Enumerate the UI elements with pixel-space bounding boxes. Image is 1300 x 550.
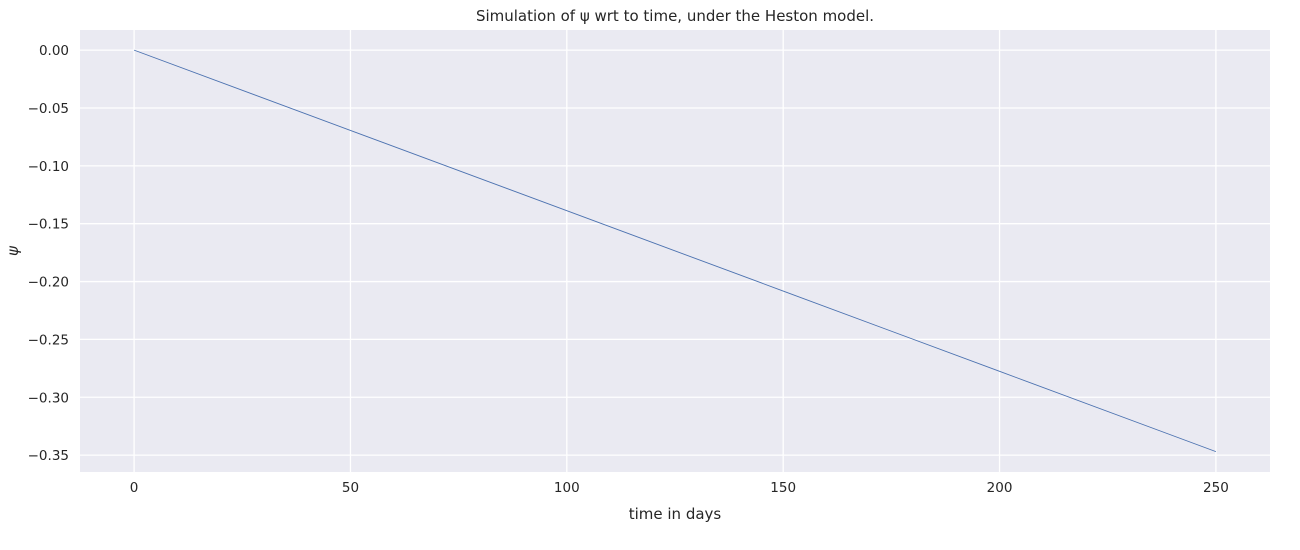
chart-title: Simulation of ψ wrt to time, under the H…: [476, 7, 874, 25]
y-tick-label: −0.15: [28, 217, 69, 233]
x-tick-label: 150: [770, 480, 796, 496]
x-tick-label: 100: [554, 480, 580, 496]
y-tick-label: −0.35: [28, 448, 69, 464]
y-tick-label: −0.20: [28, 275, 69, 291]
series-layer: [133, 49, 1217, 453]
x-tick-label: 50: [342, 480, 359, 496]
x-axis-ticks: 0 50 100 150 200 250: [130, 480, 1229, 496]
x-tick-label: 250: [1203, 480, 1229, 496]
y-axis-label: ψ: [4, 245, 22, 256]
x-tick-label: 0: [130, 480, 139, 496]
x-axis-label: time in days: [629, 505, 722, 523]
grid: [80, 30, 1270, 472]
y-tick-label: −0.25: [28, 332, 69, 348]
y-tick-label: −0.10: [28, 159, 69, 175]
series-line: [133, 49, 1217, 453]
y-tick-label: 0.00: [39, 43, 69, 59]
y-tick-label: −0.05: [28, 101, 69, 117]
y-tick-label: −0.30: [28, 390, 69, 406]
x-tick-label: 200: [987, 480, 1013, 496]
y-axis-ticks: 0.00 −0.05 −0.10 −0.15 −0.20 −0.25 −0.30 −0.35: [28, 43, 69, 464]
